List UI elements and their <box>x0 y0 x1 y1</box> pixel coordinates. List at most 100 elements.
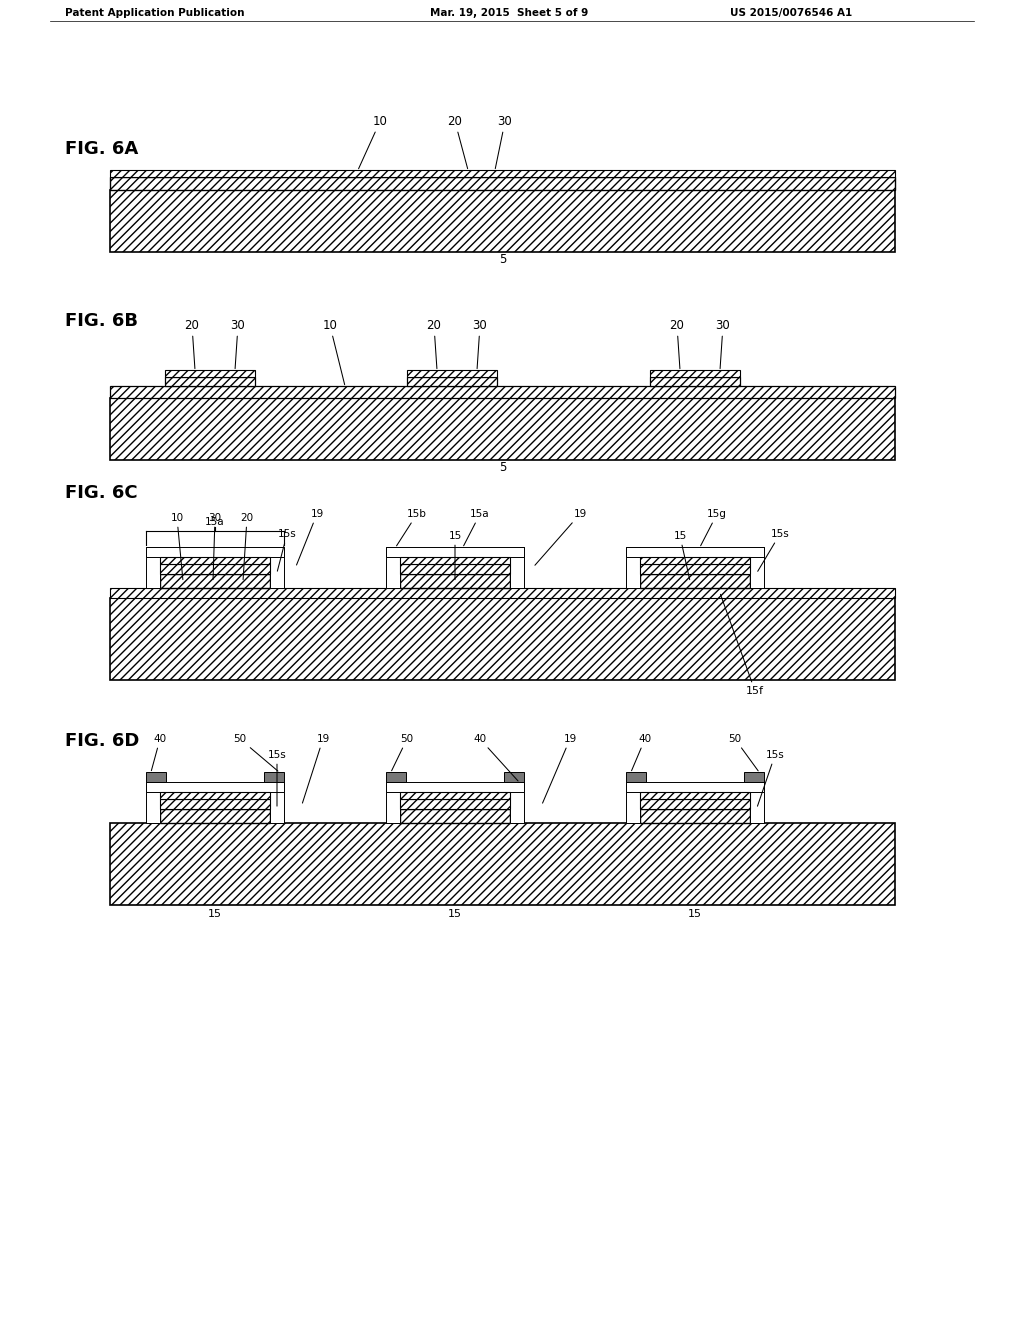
Bar <box>640 564 750 574</box>
Bar <box>640 557 750 564</box>
Bar <box>160 564 270 574</box>
Bar <box>400 792 510 799</box>
Text: 30: 30 <box>716 319 730 368</box>
Text: 5: 5 <box>499 461 506 474</box>
Text: FIG. 6C: FIG. 6C <box>65 484 137 502</box>
Text: US 2015/0076546 A1: US 2015/0076546 A1 <box>730 8 852 18</box>
Bar <box>400 557 510 564</box>
Text: 15: 15 <box>688 909 702 919</box>
Text: 20: 20 <box>447 115 468 169</box>
Text: 40: 40 <box>473 734 518 781</box>
Text: 10: 10 <box>323 319 345 384</box>
Bar <box>146 546 284 557</box>
Bar <box>510 781 524 822</box>
Text: 15s: 15s <box>758 750 784 807</box>
Bar <box>146 772 166 781</box>
Text: 20: 20 <box>427 319 441 368</box>
Bar <box>400 809 510 822</box>
Bar <box>386 546 524 557</box>
Text: 15s: 15s <box>758 529 790 572</box>
Text: 15s: 15s <box>267 750 287 807</box>
Text: 20: 20 <box>241 513 254 579</box>
Bar <box>407 378 497 385</box>
Text: 15: 15 <box>449 531 462 579</box>
Bar <box>264 772 284 781</box>
Bar <box>146 781 284 792</box>
Bar <box>650 370 740 378</box>
Bar <box>110 177 895 190</box>
Bar <box>146 546 160 587</box>
Text: FIG. 6A: FIG. 6A <box>65 140 138 158</box>
Bar <box>640 809 750 822</box>
Text: 5: 5 <box>499 253 506 267</box>
Text: 40: 40 <box>152 734 167 771</box>
Bar <box>110 587 895 598</box>
Bar <box>626 781 640 822</box>
Text: Mar. 19, 2015  Sheet 5 of 9: Mar. 19, 2015 Sheet 5 of 9 <box>430 8 588 18</box>
Bar <box>110 822 895 906</box>
Bar <box>400 799 510 809</box>
Bar <box>750 546 764 587</box>
Bar <box>744 772 764 781</box>
Text: FIG. 6D: FIG. 6D <box>65 733 139 750</box>
Text: 15: 15 <box>208 909 222 919</box>
Text: 19: 19 <box>297 510 324 565</box>
Text: 50: 50 <box>233 734 278 771</box>
Bar <box>400 564 510 574</box>
Text: 50: 50 <box>728 734 758 771</box>
Bar <box>504 772 524 781</box>
Bar <box>160 799 270 809</box>
Bar <box>110 190 895 252</box>
Bar <box>386 772 406 781</box>
Bar <box>626 546 640 587</box>
Text: 15: 15 <box>449 909 462 919</box>
Bar <box>270 781 284 822</box>
Bar <box>110 399 895 459</box>
Text: 15a: 15a <box>464 510 489 545</box>
Bar <box>165 378 255 385</box>
Bar <box>400 574 510 587</box>
Bar <box>110 385 895 399</box>
Text: Patent Application Publication: Patent Application Publication <box>65 8 245 18</box>
Bar <box>640 574 750 587</box>
Bar <box>640 799 750 809</box>
Bar <box>626 772 646 781</box>
Bar <box>640 792 750 799</box>
Text: 15g: 15g <box>700 510 727 545</box>
Bar <box>165 370 255 378</box>
Bar <box>160 557 270 564</box>
Text: 10: 10 <box>170 513 183 579</box>
Bar <box>386 546 400 587</box>
Bar <box>407 370 497 378</box>
Text: 15a: 15a <box>205 517 225 527</box>
Bar <box>510 546 524 587</box>
Text: 30: 30 <box>209 513 221 579</box>
Bar <box>270 546 284 587</box>
Bar <box>110 170 895 177</box>
Bar <box>160 792 270 799</box>
Text: 19: 19 <box>543 734 577 803</box>
Text: FIG. 6B: FIG. 6B <box>65 312 138 330</box>
Text: 10: 10 <box>358 115 387 169</box>
Bar <box>110 598 895 680</box>
Text: 15: 15 <box>674 531 690 579</box>
Text: 20: 20 <box>670 319 684 368</box>
Text: 50: 50 <box>391 734 414 771</box>
Text: 19: 19 <box>535 510 587 565</box>
Bar <box>146 781 160 822</box>
Bar <box>386 781 400 822</box>
Bar <box>626 546 764 557</box>
Text: 40: 40 <box>632 734 651 771</box>
Bar <box>750 781 764 822</box>
Bar <box>160 809 270 822</box>
Text: 30: 30 <box>496 115 512 169</box>
Bar <box>160 574 270 587</box>
Text: 15b: 15b <box>396 510 427 546</box>
Bar <box>626 781 764 792</box>
Text: 15s: 15s <box>278 529 296 572</box>
Text: 30: 30 <box>230 319 246 368</box>
Text: 15f: 15f <box>721 594 764 696</box>
Text: 20: 20 <box>184 319 200 368</box>
Bar <box>386 781 524 792</box>
Bar <box>650 378 740 385</box>
